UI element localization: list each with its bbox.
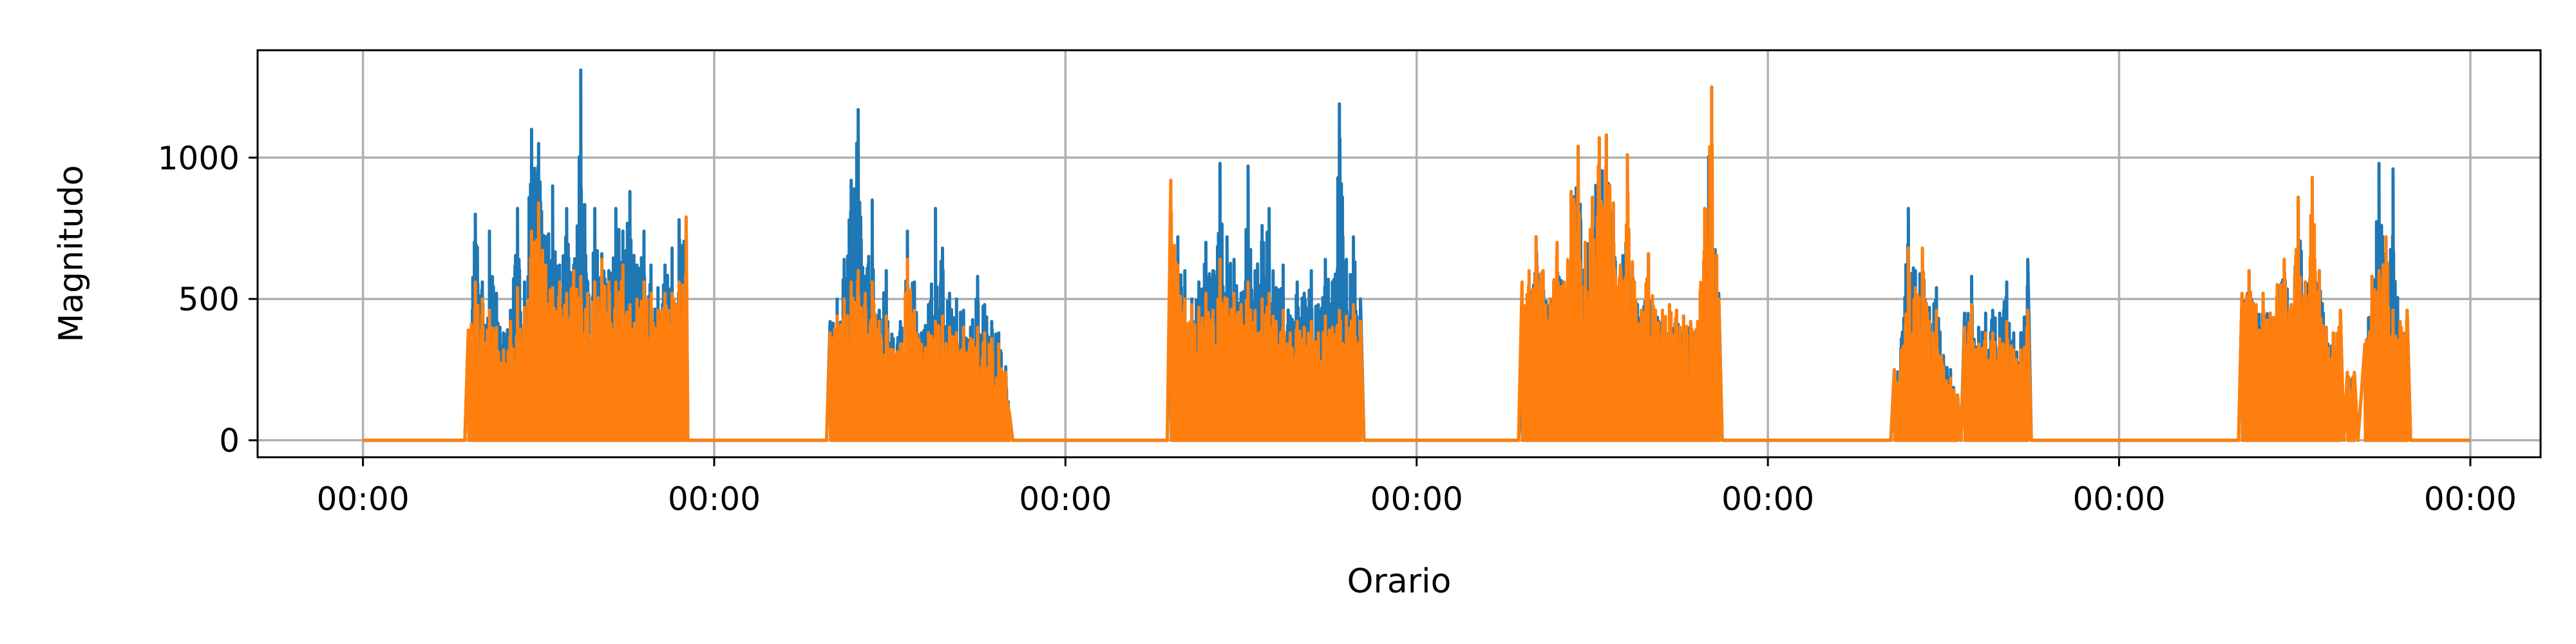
ticks: 00:00 00:00 00:00 00:00 00:00 00:00 00:00 0 500 1… (158, 140, 2517, 518)
series-2-line (363, 85, 2470, 442)
plot-frame (256, 49, 2542, 459)
x-axis-label: Orario (1347, 562, 1452, 601)
x-tick-label: 00:00 (668, 480, 761, 518)
x-tick-label: 00:00 (1019, 480, 1112, 518)
y-tick-label: 500 (178, 281, 240, 318)
x-tick-label: 00:00 (2072, 480, 2165, 518)
series-layer (363, 68, 2470, 442)
x-tick-label: 00:00 (317, 480, 410, 518)
x-tick-label: 00:00 (1370, 480, 1463, 518)
y-axis-label: Magnitudo (52, 165, 91, 342)
y-tick-label: 0 (219, 422, 240, 460)
x-tick-label: 00:00 (1721, 480, 1814, 518)
x-tick-label: 00:00 (2424, 480, 2517, 518)
y-tick-label: 1000 (158, 140, 240, 177)
